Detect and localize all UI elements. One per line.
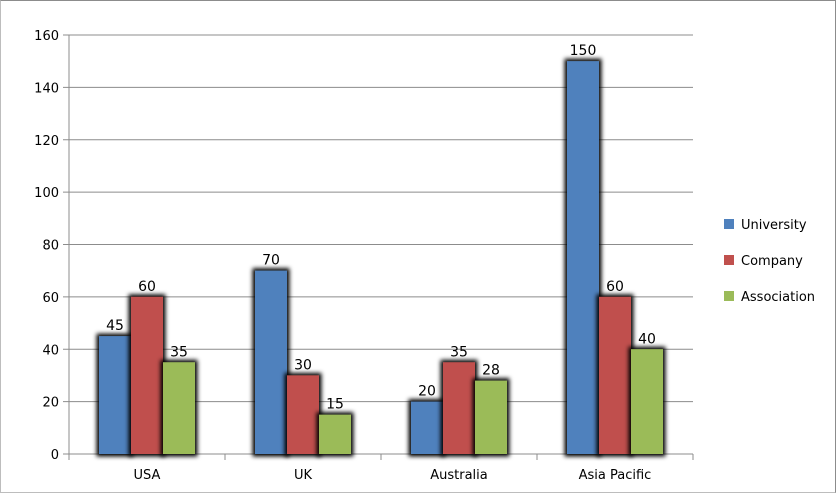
y-tick-label: 80	[42, 239, 59, 254]
bar-university-usa	[99, 336, 131, 454]
y-tick-label: 40	[42, 343, 59, 358]
y-tick-label: 60	[42, 291, 59, 306]
data-label: 60	[138, 279, 156, 295]
bar-association-uk	[319, 414, 351, 454]
data-label: 15	[326, 397, 344, 413]
legend-label: University	[741, 218, 807, 233]
legend: University Company Association	[724, 218, 815, 305]
legend-swatch	[724, 255, 734, 265]
data-label: 35	[170, 344, 188, 360]
x-category-label: UK	[294, 468, 313, 483]
bar-company-usa	[131, 296, 163, 454]
bar-association-asia-pacific	[631, 349, 663, 454]
data-label: 60	[606, 279, 624, 295]
legend-label: Association	[741, 290, 815, 305]
bar-company-asia-pacific	[599, 296, 631, 454]
bar-association-usa	[163, 362, 195, 454]
data-label: 30	[294, 357, 312, 373]
y-tick-label: 0	[51, 448, 59, 463]
data-label: 150	[570, 43, 597, 59]
x-category-label: Asia Pacific	[579, 468, 652, 483]
bar-association-australia	[475, 380, 507, 454]
data-label: 40	[638, 331, 656, 347]
bar-company-uk	[287, 375, 319, 454]
y-tick-label: 20	[42, 396, 59, 411]
x-category-label: Australia	[430, 468, 488, 483]
bar-company-australia	[443, 362, 475, 454]
bar-university-uk	[255, 270, 287, 454]
legend-swatch	[724, 291, 734, 301]
x-category-label: USA	[134, 468, 161, 483]
data-labels: 45 60 35 70 30 15 20 35 28 150 60 40	[106, 43, 656, 413]
y-tick-label: 120	[34, 134, 59, 149]
y-tick-label: 100	[34, 186, 59, 201]
data-label: 45	[106, 318, 124, 334]
gridlines	[69, 34, 693, 403]
bar-university-australia	[411, 401, 443, 454]
data-label: 35	[450, 344, 468, 360]
legend-swatch	[724, 219, 734, 229]
y-tick-label: 160	[34, 29, 59, 44]
data-label: 20	[418, 384, 436, 400]
bar-university-asia-pacific	[567, 61, 599, 454]
data-label: 70	[262, 253, 280, 269]
axes: 0 20 40 60 80 100 120 140 160 USA UK Australia Asia …	[34, 29, 694, 483]
data-label: 28	[482, 363, 500, 379]
bars	[99, 61, 663, 454]
legend-label: Company	[741, 254, 803, 269]
y-tick-label: 140	[34, 81, 59, 96]
